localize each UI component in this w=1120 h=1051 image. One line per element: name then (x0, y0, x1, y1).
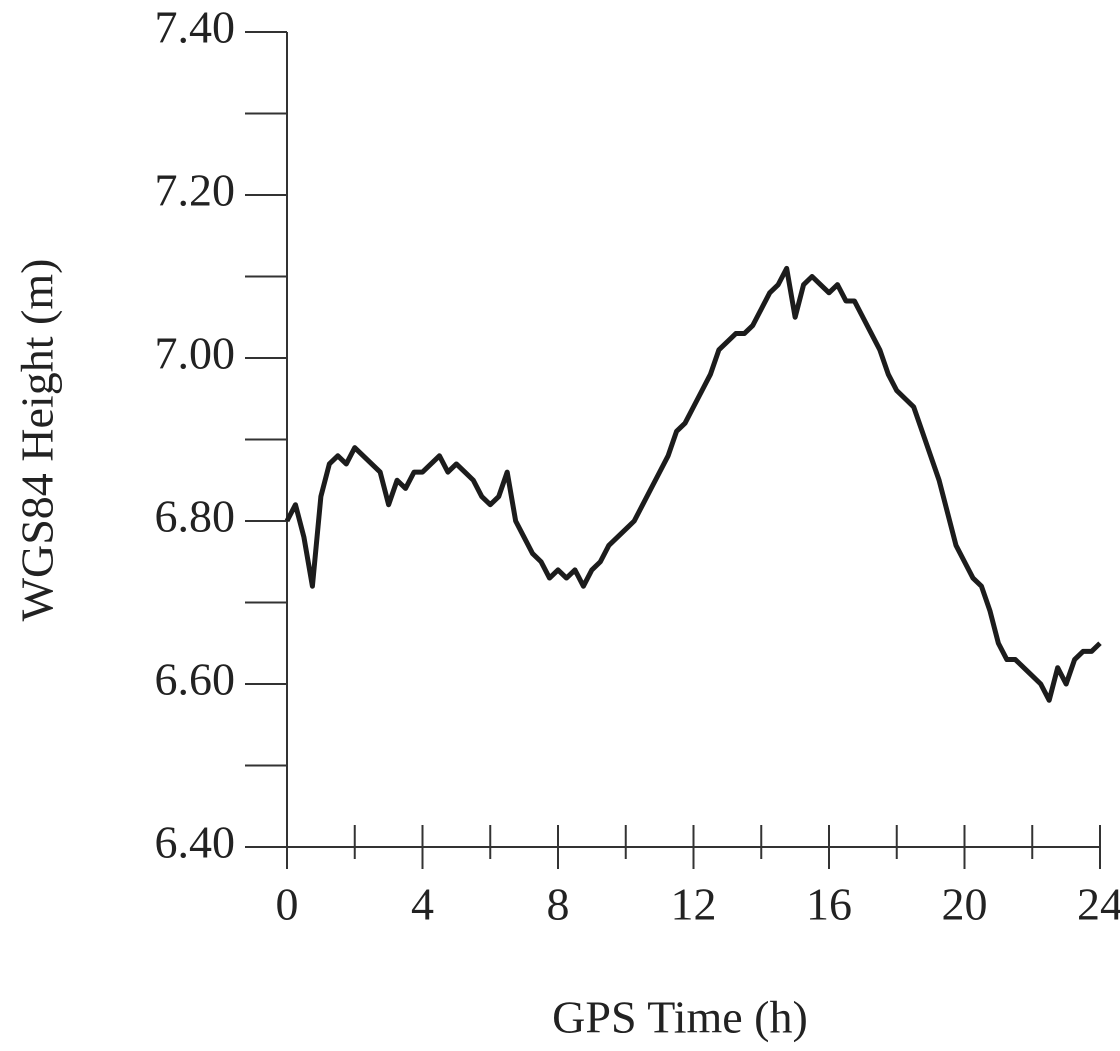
x-tick-label: 16 (806, 879, 852, 930)
y-tick-label: 6.80 (155, 491, 236, 542)
x-tick-label: 12 (671, 879, 717, 930)
y-tick-label: 7.20 (155, 165, 236, 216)
y-tick-label: 6.60 (155, 654, 236, 705)
y-tick-label: 6.40 (155, 817, 236, 868)
y-tick-label: 7.40 (155, 2, 236, 53)
y-axis-label: WGS84 Height (m) (12, 259, 63, 622)
x-tick-label: 8 (547, 879, 570, 930)
x-tick-label: 0 (276, 879, 299, 930)
x-axis-label: GPS Time (h) (552, 992, 808, 1043)
x-tick-label: 24 (1077, 879, 1120, 930)
data-line (284, 265, 1102, 703)
x-tick-label: 4 (411, 879, 434, 930)
y-tick-label: 7.00 (155, 328, 236, 379)
x-tick-label: 20 (942, 879, 988, 930)
